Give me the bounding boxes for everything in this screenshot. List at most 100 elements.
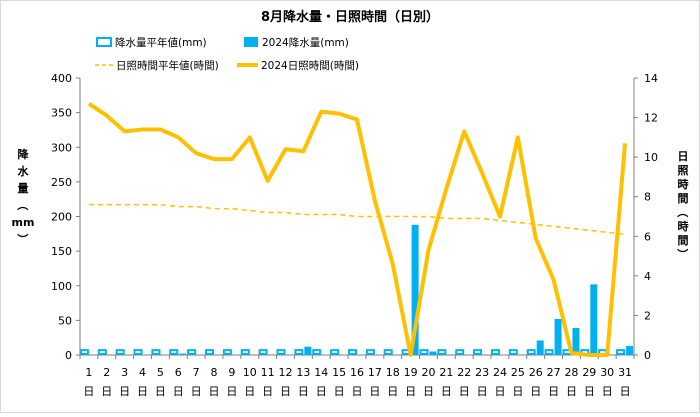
rain-normal-bar [151,349,161,355]
x-tick-label: 30 [600,366,614,379]
x-tick-label: 29 [582,366,596,379]
x-tick-suffix: 日 [620,385,631,398]
x-tick-suffix: 日 [83,385,94,398]
x-tick-label: 18 [386,366,400,379]
x-tick-suffix: 日 [173,385,184,398]
x-tick-label: 19 [404,366,418,379]
rain-normal-bar [437,349,447,355]
left-tick-label: 150 [51,245,72,258]
x-tick-label: 3 [121,366,128,379]
x-tick-suffix: 日 [530,385,541,398]
rain-normal-bar [348,349,357,355]
left-axis-label-char: ） [16,234,29,245]
right-tick-label: 4 [644,270,651,283]
left-tick-label: 200 [51,211,72,224]
rain-normal-bar [240,349,250,355]
x-tick-suffix: 日 [334,385,345,398]
x-tick-label: 7 [193,366,200,379]
right-axis-label-char: （ [676,207,689,218]
left-tick-label: 100 [51,280,72,293]
x-tick-label: 17 [368,366,382,379]
rain-normal-bar [169,349,179,355]
x-tick-suffix: 日 [244,385,255,398]
rain-normal-bar [276,349,286,355]
right-axis-label-char: ） [676,249,689,260]
chart-axes: 050100150200250300350400024681012141日2日3… [12,72,689,398]
x-tick-label: 14 [314,366,328,379]
left-tick-label: 250 [51,176,72,189]
rain-2024-bar [554,318,562,355]
rain-2024-bar [626,345,634,355]
x-tick-suffix: 日 [512,385,523,398]
x-tick-suffix: 日 [369,385,380,398]
left-tick-label: 50 [58,314,72,327]
x-tick-suffix: 日 [584,385,595,398]
legend-label-rain-normal: 降水量平年値(mm) [115,36,207,49]
x-tick-label: 21 [439,366,453,379]
right-axis-label-char: 照 [678,164,689,177]
rain-normal-bar [365,349,375,355]
right-tick-label: 14 [644,72,658,85]
x-tick-label: 26 [529,366,543,379]
left-axis-label-char: 降 [18,147,30,161]
right-tick-label: 8 [644,191,651,204]
x-tick-label: 28 [564,366,578,379]
x-tick-suffix: 日 [405,385,416,398]
rain-2024-bar [411,224,419,355]
right-axis-label-char: 日 [678,150,689,163]
x-tick-label: 22 [457,366,471,379]
right-tick-label: 0 [644,349,651,362]
x-tick-suffix: 日 [298,385,309,398]
rain-normal-bar [455,349,465,355]
rain-normal-bar [79,349,89,355]
rain-normal-bars [79,349,626,355]
x-tick-label: 4 [139,366,146,379]
x-tick-label: 25 [511,366,525,379]
right-axis-label-char: 時 [678,219,689,233]
rain-2024-bar [429,351,437,355]
rain-normal-bar [294,349,304,355]
legend-label-sun-normal: 日照時間平年値(時間) [116,59,219,72]
x-tick-suffix: 日 [119,385,130,398]
x-tick-suffix: 日 [387,385,398,398]
x-tick-label: 1 [85,366,92,379]
rain-normal-bar [544,349,554,355]
x-tick-suffix: 日 [477,385,488,398]
x-tick-label: 31 [618,366,632,379]
x-tick-label: 11 [261,366,275,379]
x-tick-suffix: 日 [352,385,363,398]
x-tick-label: 16 [350,366,364,379]
x-tick-label: 10 [243,366,257,379]
rain-normal-bar [616,349,626,355]
right-tick-label: 10 [644,151,658,164]
rain-normal-bar [312,349,322,355]
chart-legend: 降水量平年値(mm) 2024降水量(mm) 日照時間平年値(時間) 2024日照時間… [95,36,359,72]
rain-2024-bar [572,327,580,355]
x-tick-label: 12 [279,366,293,379]
x-tick-suffix: 日 [226,385,237,398]
legend-swatch-rain-2024 [244,37,258,47]
legend-swatch-rain-normal [96,37,112,47]
rain-normal-bar [258,349,268,355]
rain-normal-bar [330,349,340,355]
sunshine-2024-line [87,102,628,357]
right-tick-label: 6 [644,230,651,243]
rain-normal-bar [205,349,215,355]
x-tick-suffix: 日 [548,385,559,398]
x-tick-label: 8 [211,366,218,379]
x-tick-suffix: 日 [101,385,112,398]
x-tick-suffix: 日 [459,385,470,398]
rain-normal-bar [97,349,107,355]
rain-normal-bar [383,349,393,355]
rain-2024-bar [590,284,598,355]
x-tick-label: 20 [421,366,435,379]
left-tick-label: 400 [51,72,72,85]
rain-normal-bar [490,349,500,355]
right-tick-label: 2 [644,309,651,322]
rain-normal-bar [508,349,518,355]
x-tick-suffix: 日 [441,385,452,398]
rain-normal-bar [419,349,429,355]
left-axis-label-char: （ [16,200,29,211]
x-tick-suffix: 日 [316,385,327,398]
x-tick-suffix: 日 [137,385,148,398]
